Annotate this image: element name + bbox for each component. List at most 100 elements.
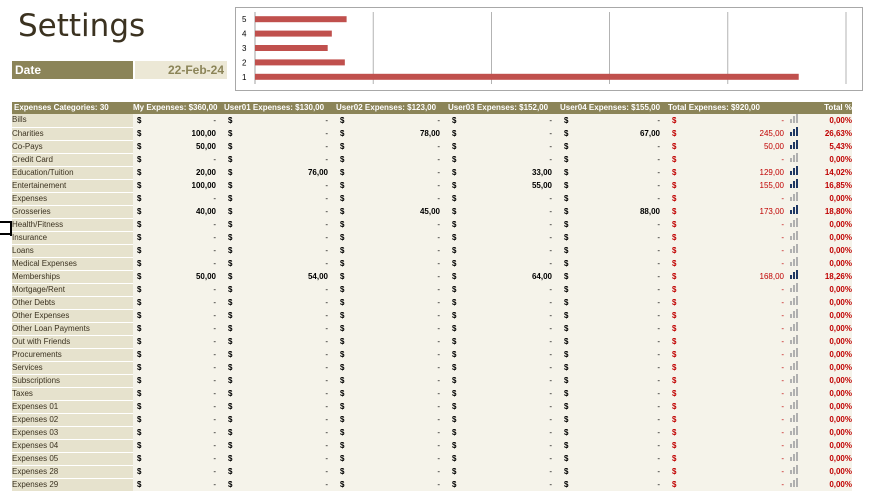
category-cell[interactable]: Other Expenses: [12, 309, 133, 323]
user03-cell[interactable]: $ -: [448, 439, 560, 452]
user04-cell[interactable]: $ -: [560, 348, 668, 361]
header-my-expenses[interactable]: My Expenses: $360,00: [133, 102, 224, 114]
user01-cell[interactable]: $ -: [224, 153, 336, 166]
user03-cell[interactable]: $ -: [448, 426, 560, 439]
user02-cell[interactable]: $ -: [336, 179, 448, 192]
user01-cell[interactable]: $ -: [224, 205, 336, 218]
user01-cell[interactable]: $ -: [224, 192, 336, 205]
total-percent-cell[interactable]: 0,00%: [800, 426, 852, 439]
user03-cell[interactable]: $ -: [448, 192, 560, 205]
user04-cell[interactable]: $ -: [560, 114, 668, 127]
user01-cell[interactable]: $ -: [224, 361, 336, 374]
total-percent-cell[interactable]: 0,00%: [800, 413, 852, 426]
total-percent-cell[interactable]: 0,00%: [800, 335, 852, 348]
user01-cell[interactable]: $ -: [224, 257, 336, 270]
user03-cell[interactable]: $ -: [448, 114, 560, 127]
user01-cell[interactable]: $ -: [224, 140, 336, 153]
category-cell[interactable]: Out with Friends: [12, 335, 133, 349]
total-cell[interactable]: $173,00: [668, 205, 788, 218]
user01-cell[interactable]: $ -: [224, 452, 336, 465]
total-percent-cell[interactable]: 0,00%: [800, 439, 852, 452]
category-cell[interactable]: Bills: [12, 114, 133, 128]
total-percent-cell[interactable]: 0,00%: [800, 322, 852, 335]
total-cell[interactable]: $ -: [668, 452, 788, 465]
category-cell[interactable]: Entertainement: [12, 179, 133, 193]
user03-cell[interactable]: $ -: [448, 322, 560, 335]
my-expenses-cell[interactable]: $20,00: [133, 166, 224, 179]
total-cell[interactable]: $ -: [668, 244, 788, 257]
category-cell[interactable]: Expenses 05: [12, 452, 133, 466]
total-cell[interactable]: $245,00: [668, 127, 788, 140]
my-expenses-cell[interactable]: $ -: [133, 257, 224, 270]
user01-cell[interactable]: $ -: [224, 413, 336, 426]
total-percent-cell[interactable]: 0,00%: [800, 374, 852, 387]
total-cell[interactable]: $ -: [668, 465, 788, 478]
user01-cell[interactable]: $ -: [224, 114, 336, 127]
total-percent-cell[interactable]: 0,00%: [800, 452, 852, 465]
date-value[interactable]: 22-Feb-24: [135, 61, 227, 79]
total-cell[interactable]: $155,00: [668, 179, 788, 192]
user01-cell[interactable]: $ -: [224, 322, 336, 335]
user02-cell[interactable]: $ -: [336, 283, 448, 296]
user04-cell[interactable]: $ -: [560, 192, 668, 205]
category-cell[interactable]: Expenses 01: [12, 400, 133, 414]
user03-cell[interactable]: $ -: [448, 387, 560, 400]
category-cell[interactable]: Expenses 02: [12, 413, 133, 427]
user02-cell[interactable]: $ -: [336, 192, 448, 205]
user04-cell[interactable]: $ -: [560, 257, 668, 270]
total-percent-cell[interactable]: 0,00%: [800, 244, 852, 257]
total-cell[interactable]: $168,00: [668, 270, 788, 283]
user04-cell[interactable]: $ -: [560, 231, 668, 244]
category-cell[interactable]: Other Loan Payments: [12, 322, 133, 336]
user02-cell[interactable]: $ -: [336, 452, 448, 465]
user04-cell[interactable]: $67,00: [560, 127, 668, 140]
total-percent-cell[interactable]: 18,26%: [800, 270, 852, 283]
total-cell[interactable]: $129,00: [668, 166, 788, 179]
my-expenses-cell[interactable]: $50,00: [133, 140, 224, 153]
user04-cell[interactable]: $ -: [560, 166, 668, 179]
total-percent-cell[interactable]: 5,43%: [800, 140, 852, 153]
total-percent-cell[interactable]: 0,00%: [800, 309, 852, 322]
user02-cell[interactable]: $ -: [336, 270, 448, 283]
user03-cell[interactable]: $33,00: [448, 166, 560, 179]
user02-cell[interactable]: $ -: [336, 322, 448, 335]
user01-cell[interactable]: $ -: [224, 296, 336, 309]
total-cell[interactable]: $ -: [668, 361, 788, 374]
user01-cell[interactable]: $ -: [224, 426, 336, 439]
category-cell[interactable]: Charities: [12, 127, 133, 141]
my-expenses-cell[interactable]: $ -: [133, 478, 224, 491]
user04-cell[interactable]: $ -: [560, 465, 668, 478]
user03-cell[interactable]: $ -: [448, 296, 560, 309]
user03-cell[interactable]: $ -: [448, 309, 560, 322]
my-expenses-cell[interactable]: $ -: [133, 374, 224, 387]
user02-cell[interactable]: $ -: [336, 465, 448, 478]
user02-cell[interactable]: $ -: [336, 374, 448, 387]
header-user04[interactable]: User04 Expenses: $155,00: [560, 102, 668, 114]
user02-cell[interactable]: $ -: [336, 400, 448, 413]
total-percent-cell[interactable]: 18,80%: [800, 205, 852, 218]
my-expenses-cell[interactable]: $ -: [133, 465, 224, 478]
user01-cell[interactable]: $ -: [224, 387, 336, 400]
category-cell[interactable]: Health/Fitness: [12, 218, 133, 232]
user03-cell[interactable]: $ -: [448, 231, 560, 244]
my-expenses-cell[interactable]: $ -: [133, 361, 224, 374]
user03-cell[interactable]: $55,00: [448, 179, 560, 192]
user04-cell[interactable]: $ -: [560, 270, 668, 283]
total-cell[interactable]: $ -: [668, 257, 788, 270]
user02-cell[interactable]: $ -: [336, 296, 448, 309]
total-cell[interactable]: $ -: [668, 309, 788, 322]
user02-cell[interactable]: $ -: [336, 309, 448, 322]
user03-cell[interactable]: $ -: [448, 205, 560, 218]
user03-cell[interactable]: $ -: [448, 153, 560, 166]
total-cell[interactable]: $ -: [668, 374, 788, 387]
user01-cell[interactable]: $ -: [224, 348, 336, 361]
user03-cell[interactable]: $ -: [448, 127, 560, 140]
user02-cell[interactable]: $ -: [336, 335, 448, 348]
user02-cell[interactable]: $ -: [336, 387, 448, 400]
user01-cell[interactable]: $ -: [224, 283, 336, 296]
user04-cell[interactable]: $ -: [560, 309, 668, 322]
user01-cell[interactable]: $ -: [224, 478, 336, 491]
user03-cell[interactable]: $ -: [448, 348, 560, 361]
category-cell[interactable]: Services: [12, 361, 133, 375]
user03-cell[interactable]: $ -: [448, 257, 560, 270]
